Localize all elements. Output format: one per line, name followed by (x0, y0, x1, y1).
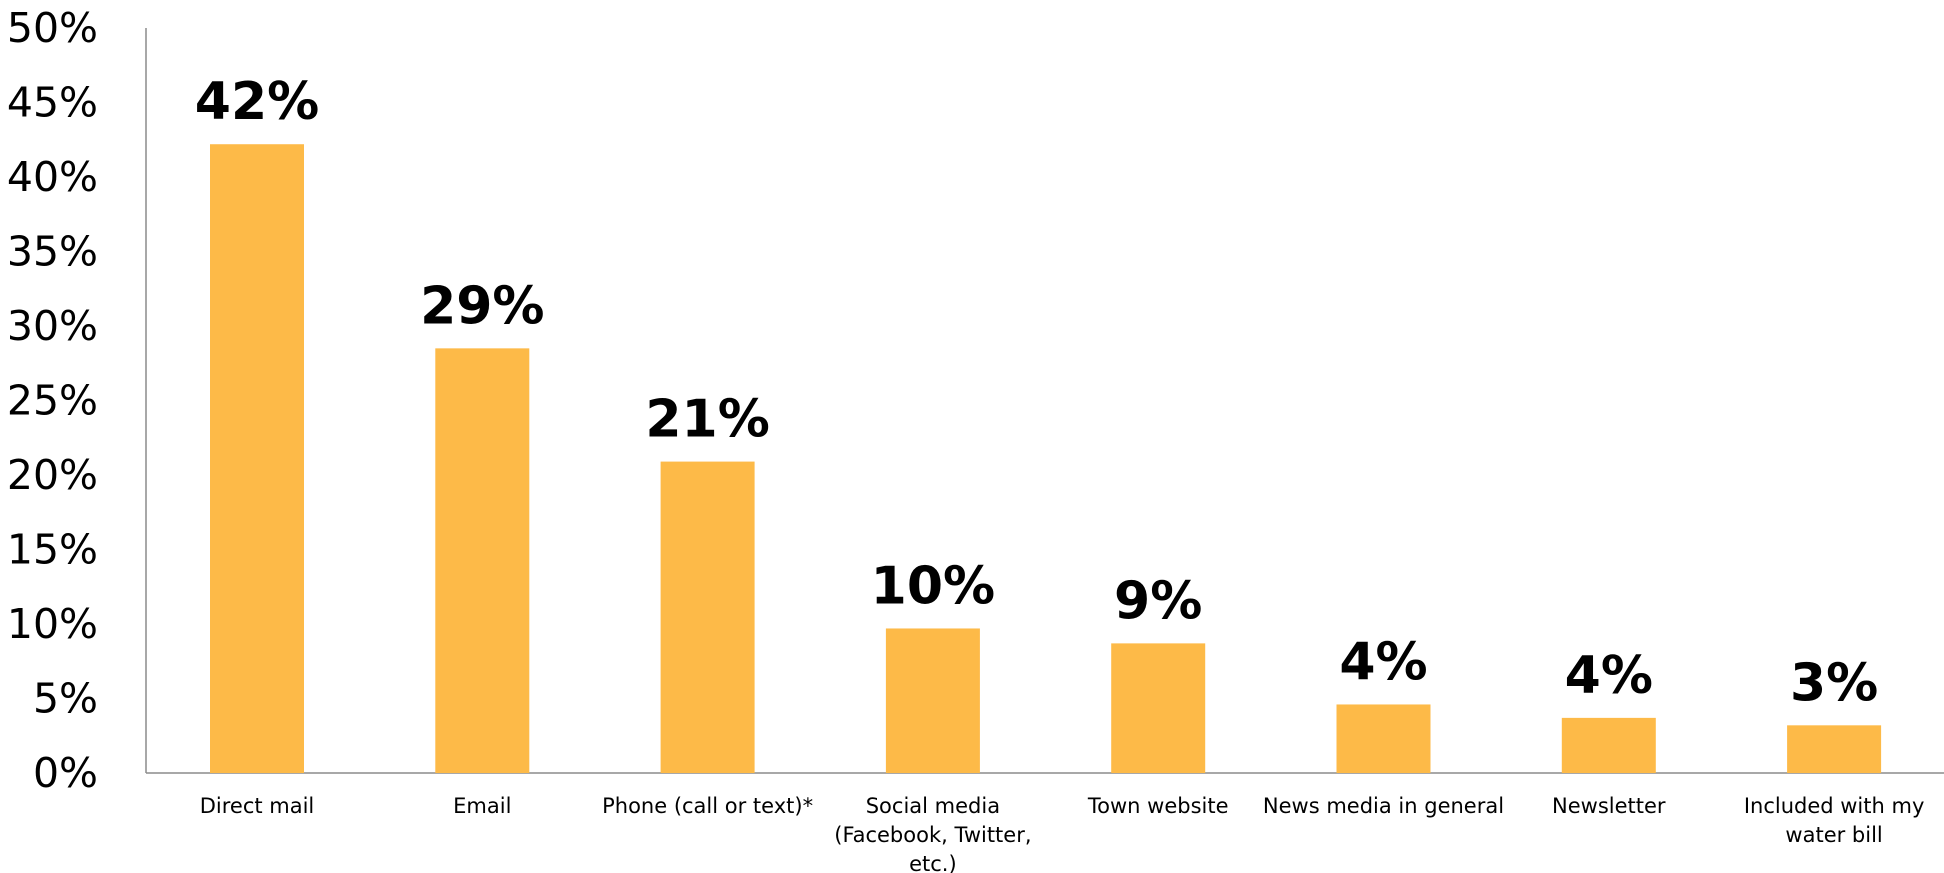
y-tick-label: 20% (7, 451, 98, 499)
data-label: 10% (871, 556, 995, 616)
bar (210, 144, 304, 773)
x-tick-label: Newsletter (1552, 794, 1666, 818)
data-label: 9% (1114, 571, 1202, 631)
x-tick-label: News media in general (1263, 794, 1504, 818)
bar (1337, 704, 1431, 773)
x-tick-label: Phone (call or text)* (602, 794, 813, 818)
x-tick-label: Town website (1087, 794, 1229, 818)
bar (886, 628, 980, 773)
y-tick-label: 0% (33, 749, 98, 797)
bar (1111, 643, 1205, 773)
y-tick-label: 35% (7, 228, 98, 276)
y-tick-label: 30% (7, 302, 98, 350)
bar (1787, 725, 1881, 773)
y-tick-label: 10% (7, 600, 98, 648)
data-label: 29% (420, 276, 544, 336)
y-tick-label: 40% (7, 153, 98, 201)
y-axis: 0% 5% 10% 15% 20% 25% 30% 35% 40% 45% 50% (7, 4, 146, 797)
data-label: 21% (645, 390, 769, 450)
y-tick-label: 25% (7, 377, 98, 425)
data-label: 4% (1565, 646, 1653, 706)
y-tick-label: 45% (7, 79, 98, 127)
data-label: 3% (1790, 653, 1878, 713)
data-label: 42% (195, 72, 319, 132)
x-tick-labels: Direct mail Email Phone (call or text)* Soc… (200, 794, 1925, 873)
x-tick-label: Email (453, 794, 511, 818)
bar (435, 348, 529, 773)
bar (661, 462, 755, 773)
y-tick-label: 15% (7, 526, 98, 574)
y-tick-label: 50% (7, 4, 98, 52)
x-tick-label: Social media (Facebook, Twitter, etc.) (834, 794, 1031, 873)
y-tick-label: 5% (33, 675, 98, 723)
x-tick-label: Direct mail (200, 794, 315, 818)
bar (1562, 718, 1656, 773)
x-tick-label: Included with my water bill (1744, 794, 1925, 847)
data-label: 4% (1339, 632, 1427, 692)
